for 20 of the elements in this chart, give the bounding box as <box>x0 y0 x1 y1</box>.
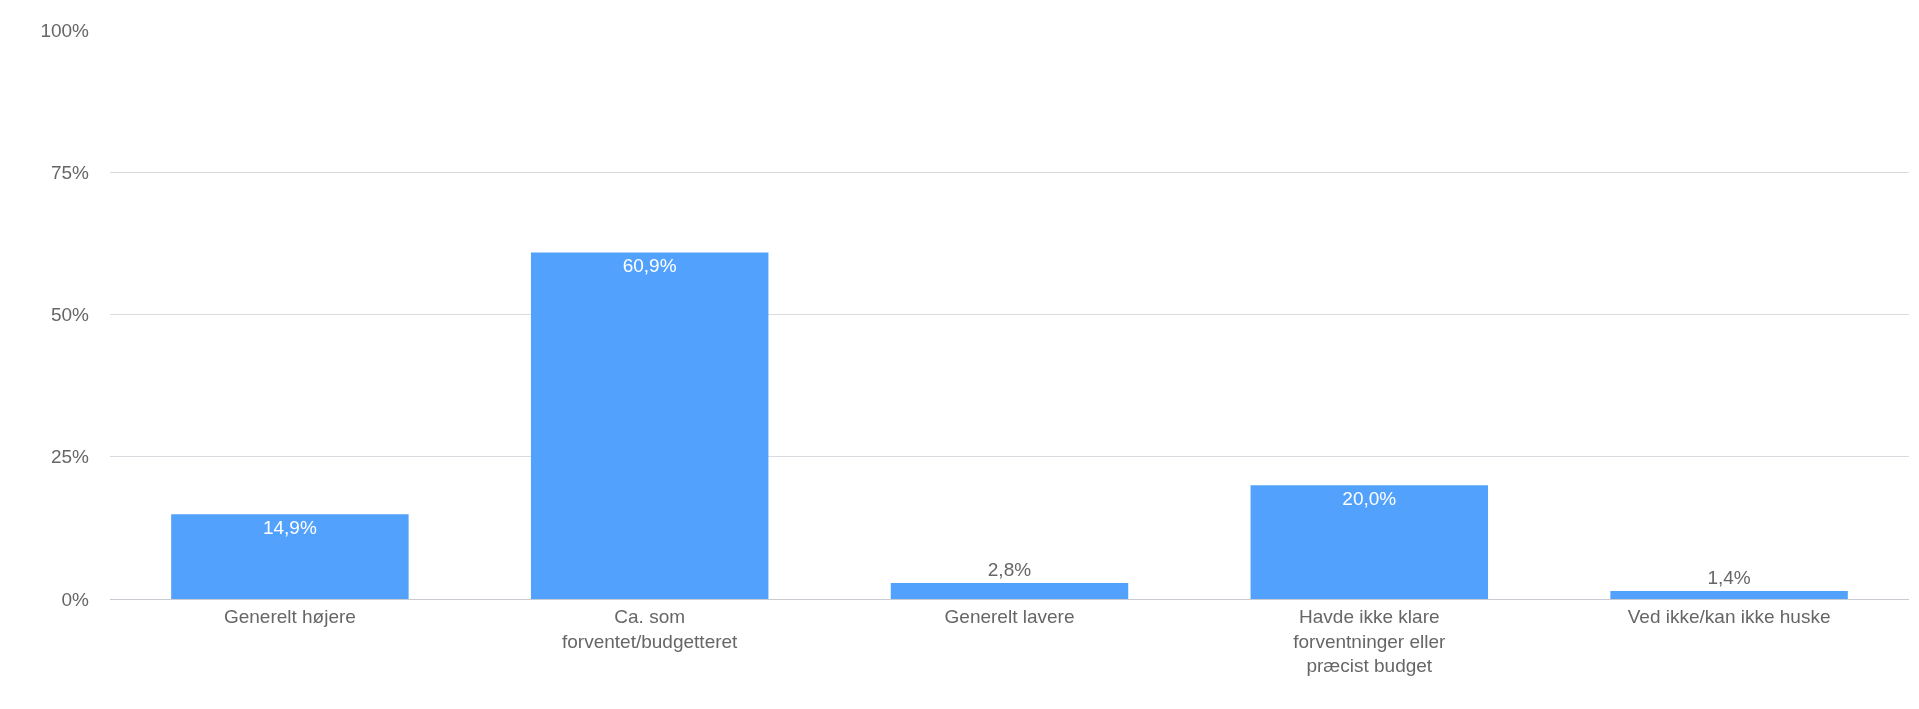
data-label: 20,0% <box>1342 488 1397 510</box>
bar <box>530 252 769 599</box>
x-tick-label: Generelt lavere <box>944 605 1075 627</box>
x-tick-label: Ved ikke/kan ikke huske <box>1627 605 1831 627</box>
data-label: 60,9% <box>622 255 677 277</box>
bar <box>1610 591 1848 599</box>
y-tick-label: 0% <box>61 588 90 610</box>
data-label: 2,8% <box>987 559 1032 581</box>
bar <box>1250 485 1489 599</box>
y-tick-label: 100% <box>40 19 90 41</box>
data-label: 1,4% <box>1707 567 1751 589</box>
y-tick-label: 75% <box>50 161 90 183</box>
y-tick-label: 50% <box>50 304 90 326</box>
bar <box>171 514 409 599</box>
x-tick-label: Ca. som forventet/budgetteret <box>562 605 739 652</box>
x-tick-label: Havde ikke klare forventninger eller præcist budget <box>1293 605 1447 677</box>
data-label: 14,9% <box>262 517 317 539</box>
x-tick-label: Generelt højere <box>223 605 356 627</box>
bar <box>890 583 1129 599</box>
y-tick-label: 25% <box>50 446 90 468</box>
